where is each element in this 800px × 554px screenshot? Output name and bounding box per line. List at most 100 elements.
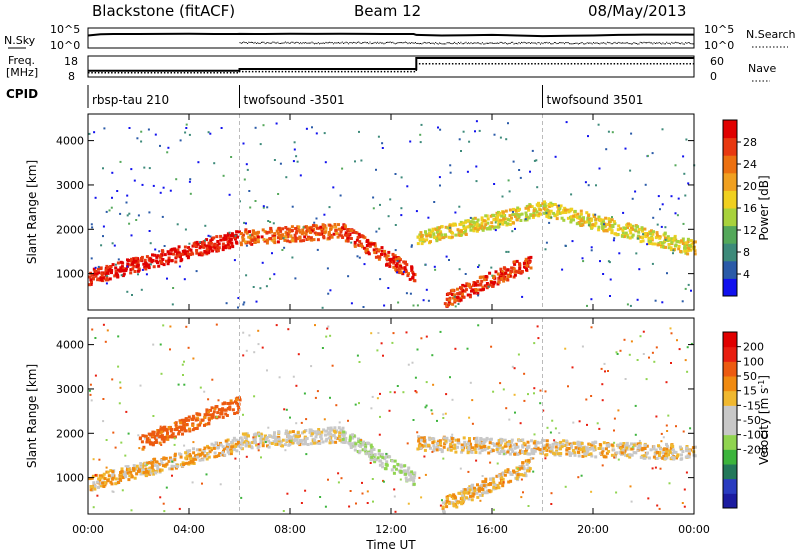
heatmap-cell <box>417 435 421 439</box>
heatmap-cell <box>248 241 252 245</box>
heatmap-cell <box>508 208 512 212</box>
noise-search-dot <box>571 43 573 45</box>
heatmap-cell <box>549 201 553 205</box>
heatmap-cell <box>311 429 314 433</box>
heatmap-cell <box>276 231 280 235</box>
heatmap-cell <box>153 457 157 461</box>
heatmap-cell <box>516 452 520 456</box>
heatmap-cell <box>202 240 206 244</box>
heatmap-cell <box>163 510 166 513</box>
heatmap-cell <box>316 390 319 393</box>
heatmap-cell <box>221 248 225 252</box>
noise-search-dot <box>589 42 591 44</box>
heatmap-cell <box>636 237 639 240</box>
heatmap-cell <box>286 433 290 437</box>
heatmap-cell <box>522 467 526 471</box>
noise-search-dot <box>593 42 594 44</box>
heatmap-cell <box>569 220 573 224</box>
heatmap-cell <box>508 274 512 278</box>
heatmap-cell <box>369 242 373 246</box>
heatmap-cell <box>580 474 583 477</box>
heatmap-cell <box>445 437 449 441</box>
heatmap-cell <box>147 258 151 261</box>
heatmap-cell <box>448 296 452 300</box>
heatmap-cell <box>577 450 580 454</box>
heatmap-cell <box>335 231 339 235</box>
heatmap-cell <box>341 426 345 430</box>
heatmap-cell <box>211 249 214 253</box>
noise-search-dot <box>569 43 570 45</box>
heatmap-cell <box>372 248 376 252</box>
heatmap-cell <box>97 485 100 489</box>
heatmap-cell <box>470 498 474 502</box>
heatmap-cell <box>125 410 128 413</box>
heatmap-cell <box>262 205 265 208</box>
heatmap-cell <box>173 428 177 432</box>
noise-search-dot <box>692 43 694 45</box>
noise-search-dot <box>596 42 598 44</box>
heatmap-cell <box>226 407 230 410</box>
heatmap-cell <box>476 291 480 295</box>
heatmap-cell <box>502 481 505 484</box>
heatmap-cell <box>491 442 495 445</box>
noise-search-dot <box>581 42 583 43</box>
heatmap-cell <box>124 269 128 272</box>
heatmap-cell <box>636 449 639 452</box>
heatmap-cell <box>686 243 689 247</box>
heatmap-cell <box>327 231 331 234</box>
heatmap-cell <box>159 144 161 147</box>
heatmap-cell <box>182 374 184 376</box>
heatmap-cell <box>512 443 516 447</box>
heatmap-cell <box>593 224 597 228</box>
noise-search-dot <box>239 42 241 44</box>
heatmap-cell <box>336 235 340 239</box>
heatmap-cell <box>347 275 350 278</box>
heatmap-cell <box>307 229 311 233</box>
heatmap-cell <box>104 268 108 272</box>
heatmap-cell <box>156 254 160 258</box>
heatmap-cell <box>149 242 152 245</box>
heatmap-cell <box>559 447 562 451</box>
noise-search-dot <box>628 43 630 45</box>
heatmap-cell <box>91 226 94 229</box>
heatmap-cell <box>467 447 471 451</box>
heatmap-cell <box>325 335 328 338</box>
heatmap-cell <box>628 229 632 232</box>
heatmap-cell <box>385 460 389 464</box>
heatmap-cell <box>155 434 158 438</box>
heatmap-cell <box>477 223 481 227</box>
heatmap-cell <box>439 128 442 131</box>
heatmap-cell <box>606 223 610 226</box>
heatmap-cell <box>246 168 249 171</box>
heatmap-cell <box>238 230 241 234</box>
heatmap-cell <box>448 439 452 443</box>
heatmap-cell <box>317 428 321 431</box>
heatmap-cell <box>628 236 632 240</box>
noise-search-dot <box>346 42 348 44</box>
heatmap-cell <box>405 331 408 334</box>
heatmap-cell <box>412 272 416 276</box>
heatmap-cell <box>224 244 227 248</box>
heatmap-cell <box>619 349 622 352</box>
noise-search-dot <box>350 42 352 44</box>
heatmap-cell <box>185 325 188 328</box>
heatmap-cell <box>396 271 399 274</box>
heatmap-cell <box>207 417 211 420</box>
heatmap-cell <box>399 465 403 469</box>
heatmap-cell <box>450 437 454 440</box>
heatmap-cell <box>205 457 209 461</box>
heatmap-cell <box>484 223 488 227</box>
heatmap-cell <box>245 231 249 235</box>
heatmap-cell <box>630 447 634 451</box>
heatmap-cell <box>442 413 445 416</box>
heatmap-cell <box>577 447 581 451</box>
heatmap-cell <box>225 446 229 449</box>
heatmap-cell <box>147 438 151 442</box>
heatmap-cell <box>178 452 181 456</box>
heatmap-cell <box>208 450 212 454</box>
power-colorbar <box>723 120 737 297</box>
heatmap-cell <box>129 263 133 267</box>
heatmap-cell <box>386 254 390 258</box>
noise-search-dot <box>384 42 386 44</box>
heatmap-cell <box>556 210 560 214</box>
